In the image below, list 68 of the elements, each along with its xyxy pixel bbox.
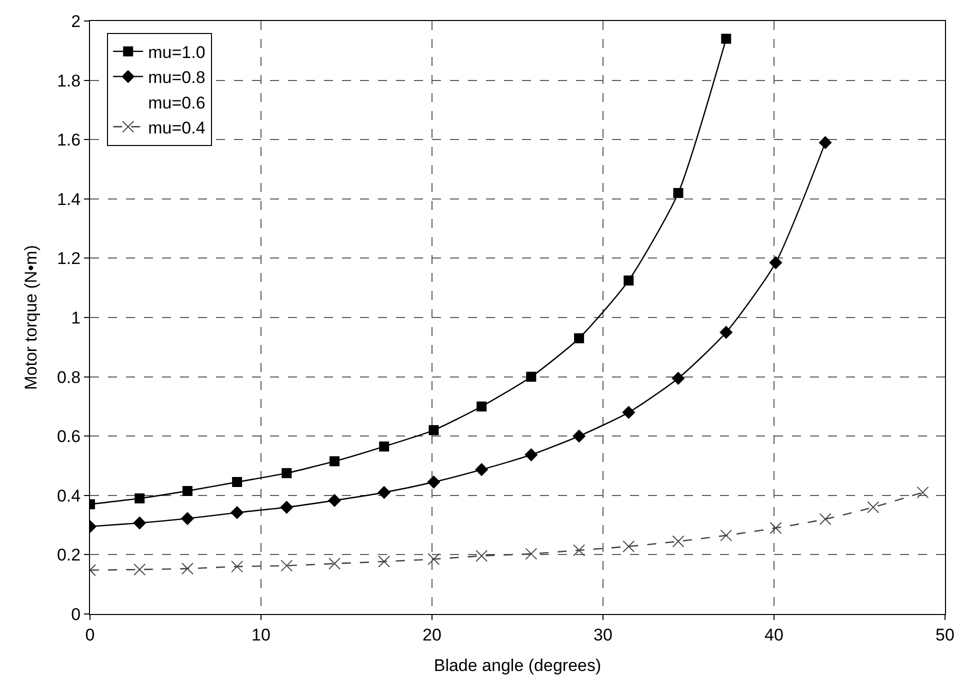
legend-label: mu=0.8 [148,68,206,88]
y-tick-label: 2 [71,12,81,31]
y-tick-label: 1.8 [56,71,81,90]
point [673,188,684,198]
point [526,372,536,382]
point [475,463,488,476]
x-tick-label: 40 [764,625,784,644]
y-tick-label: 0 [71,604,81,624]
point [720,529,732,542]
x-tick-label: 30 [594,625,612,644]
legend-label: mu=0.4 [148,118,206,138]
point [672,535,684,548]
point [818,136,832,149]
point [721,34,732,44]
text: mu=0.6 [148,93,206,112]
point [525,548,538,560]
y-tick-label: 0.2 [56,546,81,565]
point [427,476,440,488]
x-axis-title: Blade angle (degrees) [434,656,602,675]
x-tick-label: 50 [936,625,954,644]
point [574,333,584,344]
point [720,326,732,339]
point [769,256,782,269]
point [378,486,390,499]
point [232,477,242,488]
point [672,372,685,385]
y-tick-label: 1.4 [56,190,81,209]
point [624,275,634,286]
point [182,486,192,496]
point [133,516,146,530]
point [280,560,293,572]
point [476,401,487,412]
point [328,558,341,570]
point [328,494,341,507]
point [622,406,635,419]
point [524,448,538,462]
y-tick-label: 1 [71,308,81,328]
point [134,493,145,504]
point [770,522,782,534]
point [428,425,439,436]
x-tick-label: 20 [422,625,442,644]
point [573,544,586,556]
legend-label: mu=1.0 [148,43,206,62]
point [280,500,293,514]
y-tick-label: 0.4 [56,486,81,506]
x-tick-label: 0 [85,625,95,644]
point [282,468,292,478]
point [622,540,635,552]
point [572,430,586,442]
point [379,441,390,452]
point [181,512,194,525]
point [476,550,488,562]
point [819,513,832,526]
point [330,456,340,466]
point [378,556,390,568]
point [134,564,146,576]
point [230,506,244,519]
point [181,562,194,575]
point [428,553,440,566]
y-tick-label: 1.2 [56,249,81,268]
point [916,486,929,498]
point [867,501,880,514]
y-tick-label: 0.8 [56,368,81,387]
x-tick-label: 10 [252,625,270,644]
point [231,560,244,573]
y-axis-title: Motor torque (N•m) [22,245,41,390]
y-tick-label: 1.6 [56,130,81,150]
y-tick-label: 0.6 [56,427,81,446]
